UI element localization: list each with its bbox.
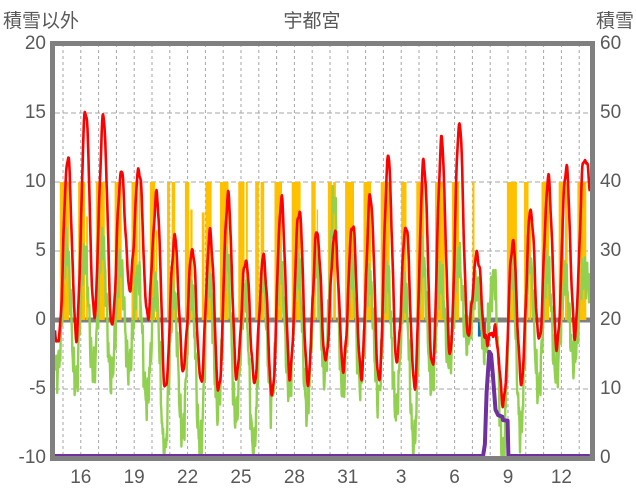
- chart-title: 宇都宮: [283, 11, 341, 32]
- sunshine-bar: [238, 182, 245, 320]
- x-tick-label: 12: [550, 467, 572, 488]
- y-right-tick-label: 60: [600, 33, 622, 54]
- x-tick-label: 19: [123, 467, 145, 488]
- sunshine-bar: [255, 182, 259, 320]
- sunshine-bar: [201, 212, 205, 320]
- sunshine-bar: [577, 182, 587, 320]
- green-line-series: [53, 184, 592, 460]
- snow-depth-line: [55, 349, 590, 458]
- x-tick-label: 28: [283, 467, 305, 488]
- sunshine-bar: [435, 182, 445, 320]
- x-tick-label: 3: [395, 467, 407, 488]
- x-tick-label: 22: [177, 467, 199, 488]
- y-right-tick-label: 30: [600, 240, 622, 261]
- y-left-tick-label: -5: [29, 378, 46, 399]
- y-left-tick-label: 5: [35, 240, 46, 261]
- x-tick-label: 6: [449, 467, 460, 488]
- y-right-tick-label: 10: [600, 378, 622, 399]
- y-left-tick-label: 10: [24, 171, 46, 192]
- sunshine-bar: [190, 209, 193, 320]
- x-tick-label: 31: [337, 467, 359, 488]
- sunshine-bar: [333, 182, 336, 320]
- y-right-tick-label: 0: [600, 447, 611, 468]
- y-right-tick-label: 50: [600, 102, 622, 123]
- y-left-tick-label: 20: [24, 33, 46, 54]
- sunshine-bar: [59, 182, 69, 320]
- sunshine-bar: [524, 182, 529, 320]
- sunshine-bar: [114, 182, 122, 320]
- x-tick-label: 9: [502, 467, 514, 488]
- red-line-series: [53, 110, 592, 409]
- x-tick-label: 25: [230, 467, 252, 488]
- left-axis-title: 積雪以外: [3, 11, 80, 32]
- y-right-tick-label: 40: [600, 171, 622, 192]
- plot-frame: [50, 41, 595, 461]
- x-tick-label: 16: [70, 467, 92, 488]
- y-left-tick-label: -10: [18, 447, 46, 468]
- sunshine-bar: [167, 182, 170, 320]
- sunshine-bar: [138, 182, 141, 320]
- series-group: [53, 110, 592, 460]
- y-left-tick-label: 0: [35, 309, 46, 330]
- sunshine-bar: [565, 182, 568, 320]
- y-right-tick-label: 20: [600, 309, 622, 330]
- sunshine-bar: [184, 182, 190, 320]
- y-left-tick-label: 15: [24, 102, 46, 123]
- right-axis-title: 積雪: [595, 11, 634, 32]
- sunshine-bar: [472, 182, 475, 320]
- sunshine-bar: [246, 182, 248, 320]
- sunshine-bar: [260, 182, 265, 320]
